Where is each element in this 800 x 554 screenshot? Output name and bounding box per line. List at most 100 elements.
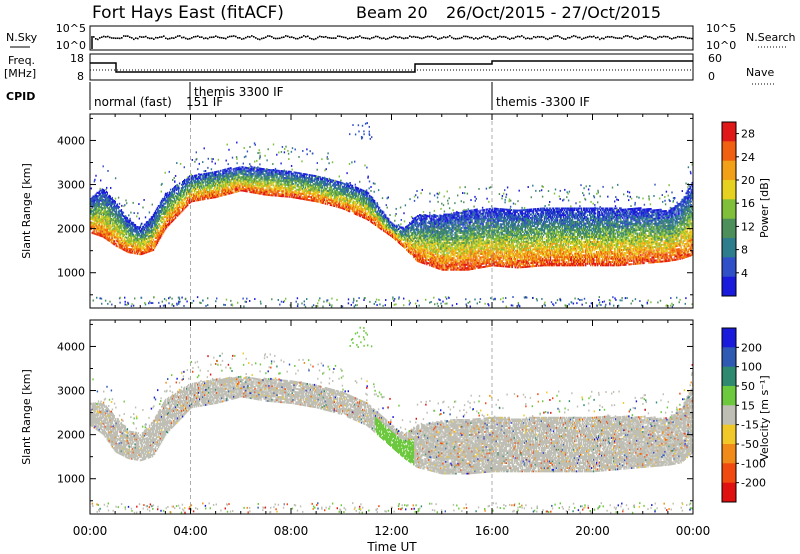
nsky-dot xyxy=(105,36,107,38)
power-echo-cell xyxy=(128,224,131,227)
power-echo-cell xyxy=(101,195,103,198)
power-echo-cell xyxy=(246,183,248,186)
power-echo-cell xyxy=(162,226,165,229)
power-echo-cell xyxy=(142,237,145,240)
power-echo-cell xyxy=(149,224,152,227)
power-echo-cell xyxy=(96,228,98,231)
power-echo-cell xyxy=(204,176,206,179)
power-echo-cell xyxy=(97,205,99,208)
power-echo-cell xyxy=(240,171,242,174)
power-echo-cell xyxy=(146,249,149,252)
nsky-dot xyxy=(299,36,301,39)
power-echo-cell xyxy=(186,178,188,181)
power-echo-cell xyxy=(238,181,240,184)
power-echo-cell xyxy=(99,211,101,214)
power-echo-cell xyxy=(117,232,119,235)
power-echo-cell xyxy=(162,197,165,200)
power-echo-cell xyxy=(208,175,210,178)
power-echo-cell xyxy=(99,189,101,192)
power-echo-cell xyxy=(209,190,211,193)
power-echo-cell xyxy=(203,176,205,179)
power-echo-cell xyxy=(152,227,155,230)
power-echo-cell xyxy=(222,177,224,180)
power-echo-cell xyxy=(150,238,153,240)
power-echo-cell xyxy=(158,204,161,207)
power-echo-cell xyxy=(208,194,210,196)
power-echo-cell xyxy=(115,244,117,247)
power-echo-cell xyxy=(133,225,136,228)
power-echo-cell xyxy=(132,221,135,224)
power-echo-cell xyxy=(113,200,115,202)
power-echo-cell xyxy=(121,238,124,240)
power-echo-cell xyxy=(172,195,175,198)
power-echo-cell xyxy=(105,202,107,205)
power-echo-cell xyxy=(157,218,160,221)
nsky-dot xyxy=(157,36,159,39)
power-echo-cell xyxy=(105,229,107,232)
power-echo-cell xyxy=(155,211,158,214)
power-echo-cell xyxy=(173,192,176,195)
power-echo-cell xyxy=(213,191,215,194)
power-echo-cell xyxy=(110,211,112,214)
power-echo-cell xyxy=(219,185,221,187)
power-echo-cell xyxy=(120,220,123,223)
power-echo-cell xyxy=(209,193,211,196)
power-echo-cell xyxy=(108,213,110,216)
power-echo-cell xyxy=(244,180,246,182)
power-echo-cell xyxy=(114,220,116,223)
power-echo-cell xyxy=(105,206,107,208)
nsky-dot xyxy=(661,36,663,38)
power-echo-cell xyxy=(211,178,213,181)
power-echo-cell xyxy=(136,236,139,238)
power-echo-cell xyxy=(188,199,190,202)
power-echo-cell xyxy=(119,218,121,221)
power-echo-cell xyxy=(204,189,206,192)
power-echo-cell xyxy=(112,227,114,230)
nsky-dot xyxy=(467,35,469,38)
power-echo-cell xyxy=(175,197,178,200)
power-echo-cell xyxy=(226,174,228,177)
power-echo-cell xyxy=(121,246,124,249)
power-echo-cell xyxy=(237,177,239,179)
power-echo-cell xyxy=(152,249,155,251)
power-echo-cell xyxy=(103,233,105,235)
power-echo-cell xyxy=(104,218,106,221)
power-echo-cell xyxy=(227,181,229,184)
power-echo-cell xyxy=(108,221,110,224)
power-echo-cell xyxy=(106,228,108,231)
freq-panel: Freq. [MHz] 18 8 Nave 60 0 xyxy=(4,52,776,85)
power-echo-cell xyxy=(100,209,102,212)
nsky-dot xyxy=(387,37,389,40)
power-echo-cell xyxy=(156,206,159,209)
nsky-dot xyxy=(643,35,645,38)
power-echo-cell xyxy=(223,190,225,193)
power-echo-cell xyxy=(336,200,339,203)
nsky-dot xyxy=(433,36,435,38)
power-echo-cell xyxy=(151,225,154,228)
power-echo-cell xyxy=(132,235,135,238)
power-echo-cell xyxy=(169,208,172,211)
power-echo-cell xyxy=(136,227,139,230)
power-echo-cell xyxy=(229,170,231,173)
power-echo-cell xyxy=(240,167,242,170)
date-range: 26/Oct/2015 - 27/Oct/2015 xyxy=(446,3,661,22)
power-echo-cell xyxy=(203,184,205,187)
power-echo-cell xyxy=(206,181,208,183)
power-echo-cell xyxy=(102,203,104,206)
power-echo-cell xyxy=(111,210,113,213)
power-echo-cell xyxy=(120,215,123,218)
power-echo-cell xyxy=(242,166,244,169)
power-echo-cell xyxy=(94,222,96,225)
power-echo-cell xyxy=(150,241,153,244)
power-echo-cell xyxy=(193,193,195,196)
nsky-dot xyxy=(679,36,681,38)
power-echo-cell xyxy=(100,233,102,236)
power-echo-cell xyxy=(204,191,206,194)
power-echo-cell xyxy=(116,237,118,239)
power-echo-cell xyxy=(168,196,171,199)
power-echo-cell xyxy=(133,245,136,248)
power-echo-cell xyxy=(222,186,224,188)
power-echo-cell xyxy=(112,199,114,202)
power-echo-cell xyxy=(187,192,189,195)
power-echo-cell xyxy=(246,187,248,189)
